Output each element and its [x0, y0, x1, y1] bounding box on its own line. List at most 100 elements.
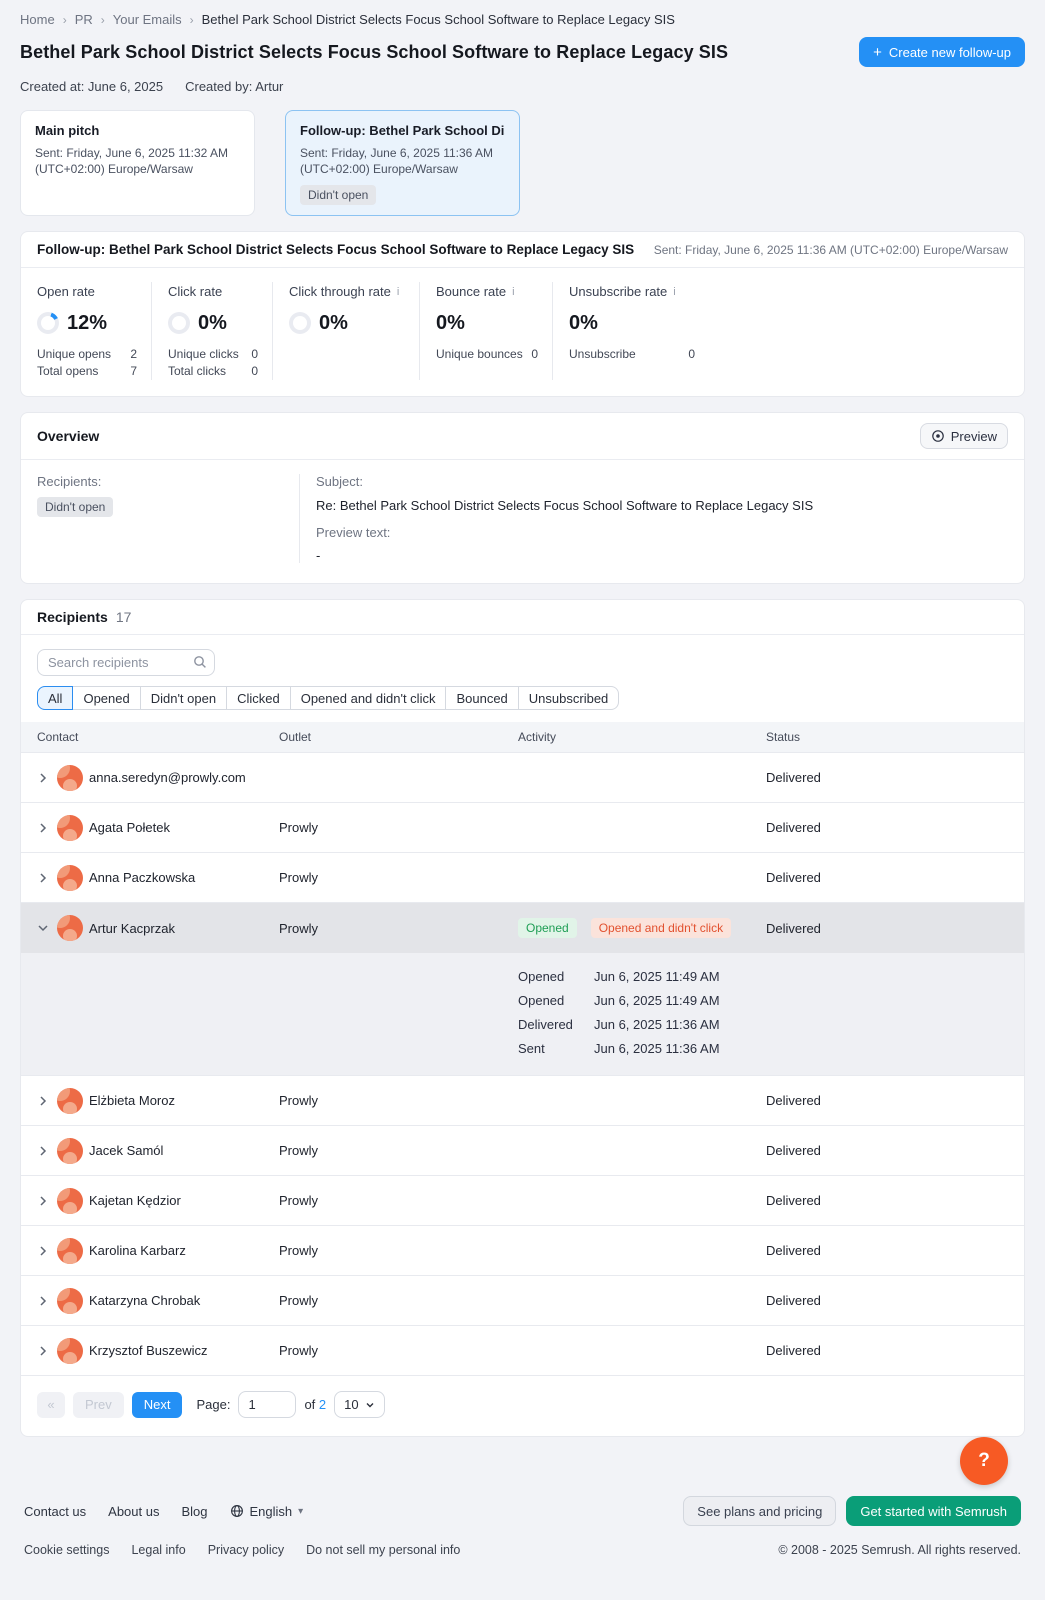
page-size-select[interactable]: 10 [334, 1391, 385, 1418]
subject-label: Subject: [316, 474, 363, 489]
metric-value: 0 [251, 364, 258, 378]
chevron-down-icon[interactable] [37, 922, 57, 934]
table-row[interactable]: Kajetan Kędzior Prowly Delivered [21, 1176, 1024, 1226]
chevron-down-icon: ▾ [298, 1505, 304, 1517]
subject-value: Re: Bethel Park School District Selects … [316, 498, 814, 513]
total-pages-link[interactable]: 2 [318, 1397, 327, 1412]
filter-bounced[interactable]: Bounced [446, 686, 519, 710]
page-of: of 2 [304, 1397, 326, 1412]
first-page-button[interactable]: « [37, 1391, 65, 1418]
chevron-right-icon[interactable] [37, 1245, 57, 1257]
next-page-button[interactable]: Next [131, 1391, 183, 1418]
stat-bounce-rate: Bounce rate i 0% Unique bounces 0 [419, 282, 552, 380]
status: Delivered [766, 1243, 821, 1258]
avatar [57, 1137, 83, 1164]
info-icon[interactable]: i [512, 285, 515, 298]
filter-unsubscribed[interactable]: Unsubscribed [518, 686, 620, 710]
stat-label: Click through rate [289, 284, 391, 299]
table-row[interactable]: Agata Połetek Prowly Delivered [21, 803, 1024, 853]
preview-text-value: - [316, 548, 321, 563]
chevron-right-icon[interactable] [37, 1145, 57, 1157]
table-row[interactable]: Jacek Samól Prowly Delivered [21, 1126, 1024, 1176]
filter-opened-didnt-click[interactable]: Opened and didn't click [290, 686, 447, 710]
search-input[interactable] [37, 649, 215, 676]
filter-all[interactable]: All [37, 686, 74, 710]
metric-value: 0 [531, 347, 538, 361]
activity-event: Opened [518, 993, 565, 1008]
avatar [57, 814, 83, 841]
breadcrumb-your-emails[interactable]: Your Emails [112, 12, 182, 27]
stat-unsubscribe-rate: Unsubscribe rate i 0% Unsubscribe 0 [552, 282, 752, 380]
info-icon[interactable]: i [396, 285, 400, 298]
prev-page-button[interactable]: Prev [73, 1391, 124, 1418]
table-row[interactable]: Elżbieta Moroz Prowly Delivered [21, 1076, 1024, 1126]
see-plans-button[interactable]: See plans and pricing [683, 1496, 837, 1526]
filter-group: All Opened Didn't open Clicked Opened an… [37, 686, 620, 710]
contact-name: anna.seredyn@prowly.com [89, 770, 246, 785]
table-row[interactable]: Karolina Karbarz Prowly Delivered [21, 1226, 1024, 1276]
stat-value: 0% [436, 311, 465, 334]
didnt-open-badge: Didn't open [37, 497, 114, 517]
email-card-title: Follow-up: Bethel Park School Dist... [300, 123, 505, 138]
chevron-right-icon[interactable] [37, 1295, 57, 1307]
contact-name: Kajetan Kędzior [89, 1193, 181, 1208]
metric-value: 7 [130, 364, 137, 378]
chevron-right-icon[interactable] [37, 772, 57, 784]
footer-cookie-settings[interactable]: Cookie settings [24, 1543, 110, 1557]
contact-name: Karolina Karbarz [89, 1243, 186, 1258]
get-started-button[interactable]: Get started with Semrush [846, 1496, 1021, 1526]
table-row[interactable]: anna.seredyn@prowly.com Delivered [21, 753, 1024, 803]
footer-do-not-sell[interactable]: Do not sell my personal info [306, 1543, 461, 1557]
chevron-right-icon[interactable] [37, 822, 57, 834]
chevron-right-icon[interactable] [37, 1195, 57, 1207]
stat-label: Unsubscribe rate [569, 284, 668, 299]
created-by: Created by: Artur [185, 79, 284, 94]
footer-contact-us[interactable]: Contact us [24, 1503, 87, 1519]
stat-click-through-rate: Click through rate i 0% [272, 282, 419, 380]
footer-blog[interactable]: Blog [181, 1503, 208, 1519]
breadcrumb: Home › PR › Your Emails › Bethel Park Sc… [20, 12, 1025, 27]
outlet: Prowly [279, 870, 319, 885]
outlet: Prowly [279, 1293, 319, 1308]
metric-value: 2 [130, 347, 137, 361]
click-rate-donut [168, 312, 190, 334]
status: Delivered [766, 870, 821, 885]
outlet: Prowly [279, 1193, 319, 1208]
table-row-expanded[interactable]: Artur Kacprzak Prowly Opened Opened and … [21, 903, 1024, 953]
filter-didnt-open[interactable]: Didn't open [140, 686, 228, 710]
column-status: Status [766, 730, 801, 744]
table-row[interactable]: Krzysztof Buszewicz Prowly Delivered [21, 1326, 1024, 1376]
email-card-main-pitch[interactable]: Main pitch Sent: Friday, June 6, 2025 11… [20, 110, 255, 216]
activity-event: Sent [518, 1041, 545, 1056]
activity-time: Jun 6, 2025 11:49 AM [594, 969, 720, 984]
of-label: of [304, 1397, 316, 1412]
preview-button[interactable]: Preview [919, 423, 1008, 449]
chevron-right-icon[interactable] [37, 872, 57, 884]
filter-opened[interactable]: Opened [73, 686, 141, 710]
recipients-count: 17 [115, 609, 132, 625]
filter-clicked[interactable]: Clicked [227, 686, 291, 710]
breadcrumb-home[interactable]: Home [20, 12, 55, 27]
activity: Opened Opened and didn't click [518, 918, 766, 938]
contact-name: Anna Paczkowska [89, 870, 196, 885]
chevron-right-icon[interactable] [37, 1345, 57, 1357]
language-selector[interactable]: English ▾ [230, 1504, 304, 1519]
stats-panel-sent: Sent: Friday, June 6, 2025 11:36 AM (UTC… [653, 242, 1008, 257]
info-icon[interactable]: i [673, 285, 676, 298]
help-button[interactable]: ? [960, 1437, 1008, 1485]
footer-about-us[interactable]: About us [108, 1503, 160, 1519]
table-header: Contact Outlet Activity Status [21, 722, 1024, 753]
chevron-right-icon[interactable] [37, 1095, 57, 1107]
email-card-followup[interactable]: Follow-up: Bethel Park School Dist... Se… [285, 110, 520, 216]
table-row[interactable]: Anna Paczkowska Prowly Delivered [21, 853, 1024, 903]
page-input[interactable] [238, 1391, 297, 1418]
stat-value: 0% [198, 311, 227, 334]
metric-label: Unique bounces [436, 347, 523, 361]
breadcrumb-pr[interactable]: PR [74, 12, 93, 27]
create-followup-button[interactable]: + Create new follow-up [859, 37, 1025, 67]
stat-label: Click rate [168, 284, 223, 299]
table-row[interactable]: Katarzyna Chrobak Prowly Delivered [21, 1276, 1024, 1326]
footer-privacy-policy[interactable]: Privacy policy [207, 1543, 285, 1557]
stat-click-rate: Click rate 0% Unique clicks 0 Total click… [151, 282, 272, 380]
footer-legal-info[interactable]: Legal info [131, 1543, 186, 1557]
